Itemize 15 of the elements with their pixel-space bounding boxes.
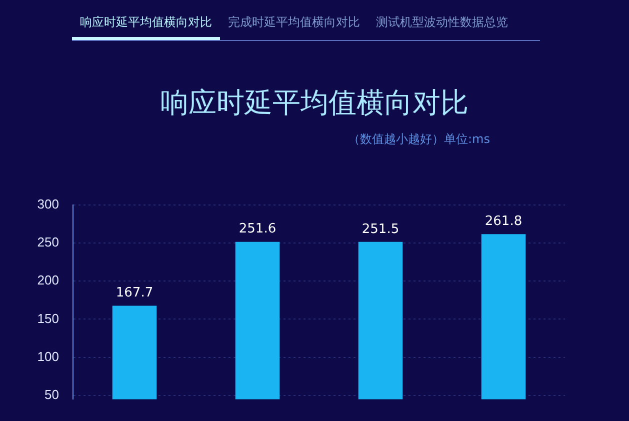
text: 响应时延平均值横向对比 bbox=[72, 8, 220, 40]
y-tick-label: 100 bbox=[37, 348, 59, 364]
y-tick-label: 50 bbox=[44, 386, 59, 402]
y-tick-label: 150 bbox=[37, 310, 59, 326]
y-tick-label: 300 bbox=[37, 196, 59, 212]
data-label: 167.7 bbox=[116, 286, 154, 301]
chart-subtitle: （数值越小越好）单位:ms bbox=[347, 131, 490, 148]
data-label: 261.8 bbox=[484, 214, 522, 229]
y-tick-label: 250 bbox=[37, 234, 59, 250]
data-label: 251.5 bbox=[362, 222, 400, 237]
data-label: 251.6 bbox=[238, 222, 276, 237]
y-tick-label: 200 bbox=[37, 272, 59, 288]
text: 完成时延平均值横向对比 bbox=[227, 14, 361, 31]
text: 测试机型波动性数据总览 bbox=[375, 14, 509, 31]
chart-title: 响应时延平均值横向对比 bbox=[160, 85, 470, 121]
